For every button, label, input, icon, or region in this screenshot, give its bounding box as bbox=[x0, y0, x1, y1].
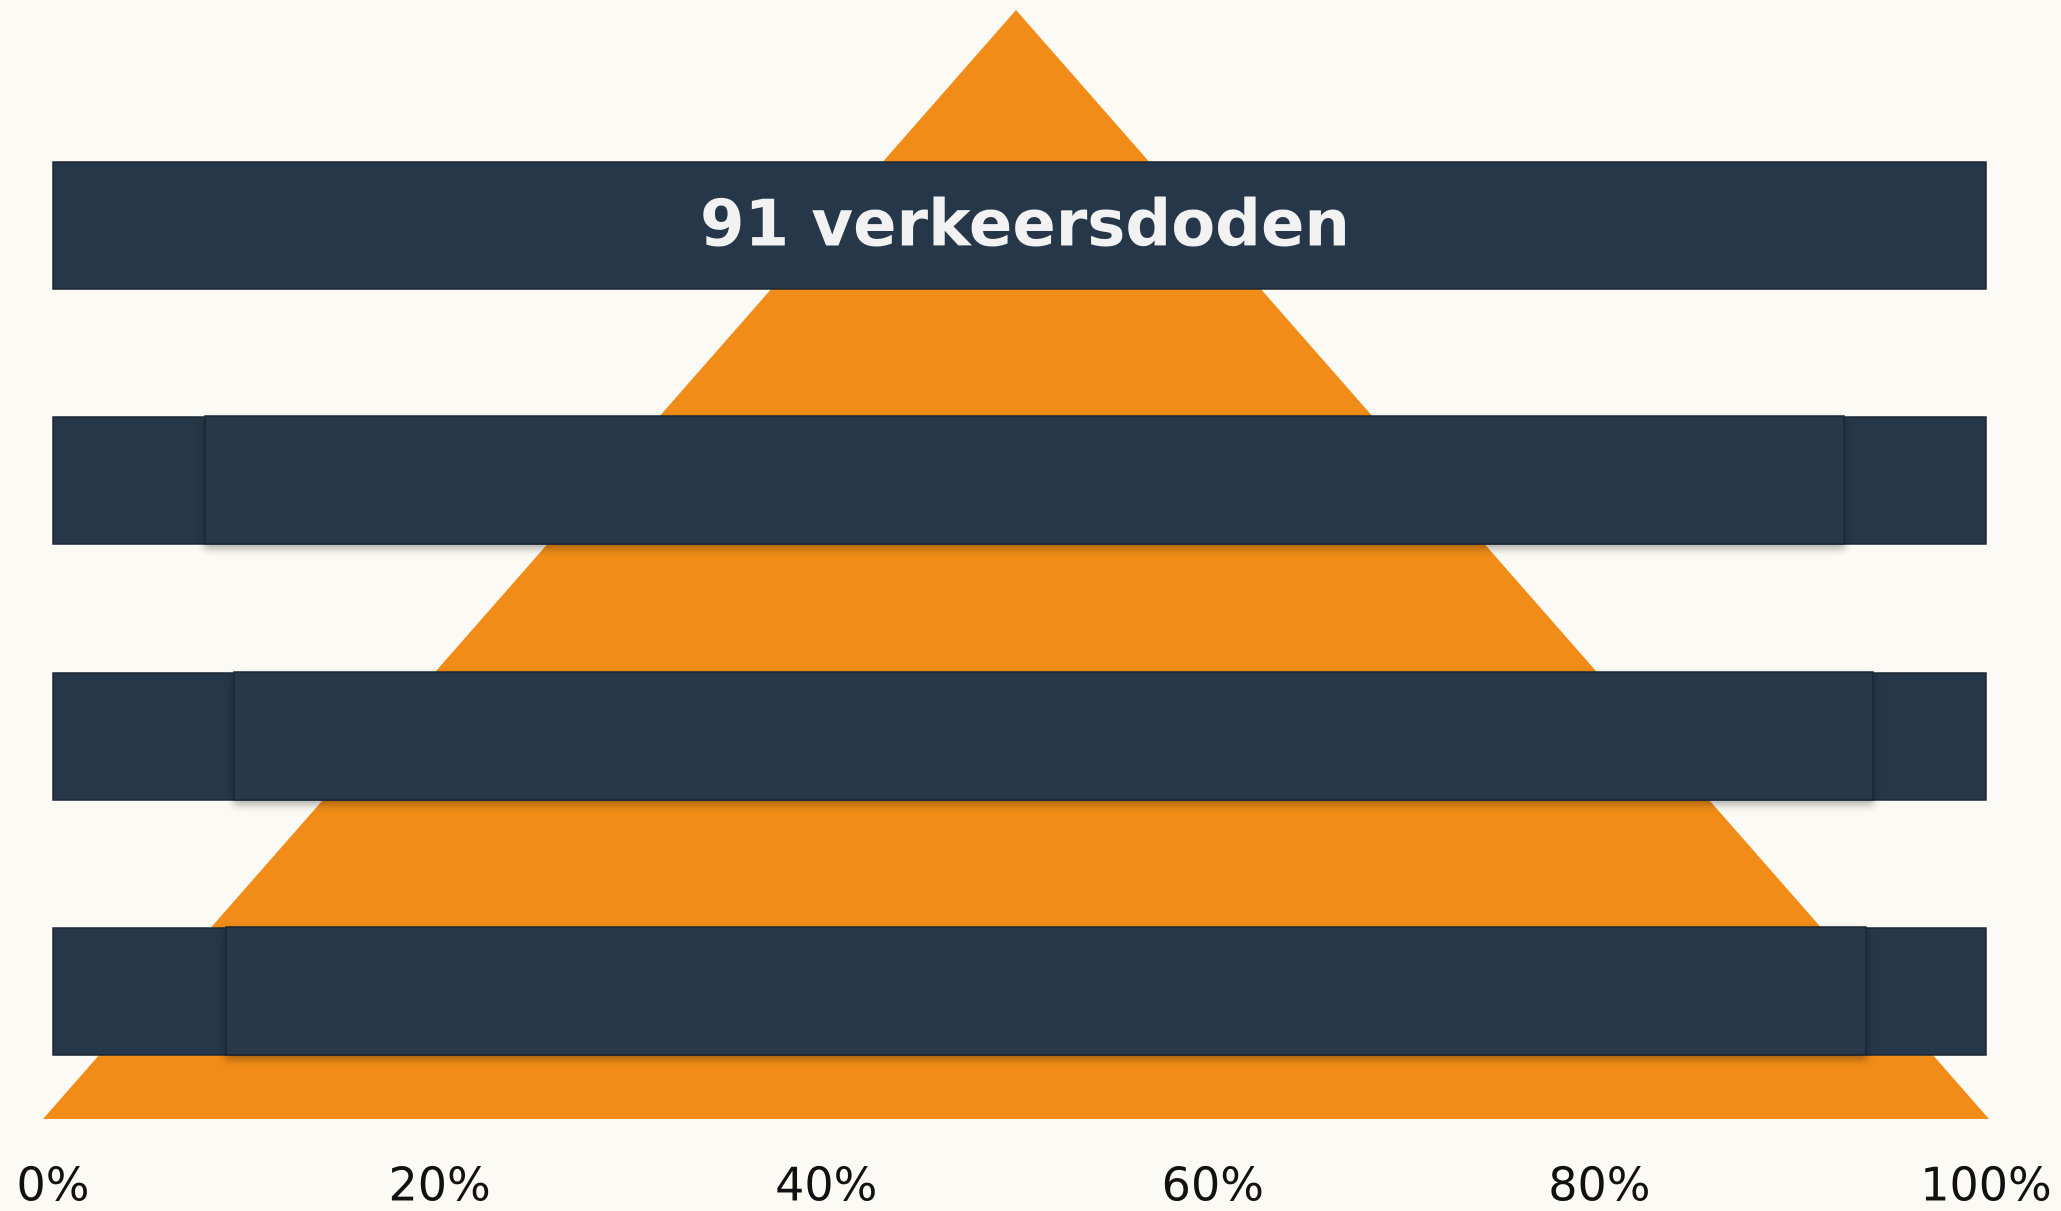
x-tick-label: 80% bbox=[1548, 1158, 1650, 1211]
x-tick-label: 60% bbox=[1162, 1158, 1264, 1211]
inner-band bbox=[204, 415, 1845, 545]
x-tick-label: 40% bbox=[775, 1158, 877, 1211]
title: 91 verkeersdoden bbox=[700, 188, 1350, 262]
inner-band bbox=[225, 926, 1867, 1056]
x-tick-label: 20% bbox=[388, 1158, 490, 1211]
pyramid bbox=[43, 10, 1989, 1119]
inner-band bbox=[233, 671, 1874, 801]
x-tick-label: 0% bbox=[17, 1158, 90, 1211]
x-tick-label: 100% bbox=[1920, 1158, 2052, 1211]
band bbox=[52, 161, 1987, 290]
